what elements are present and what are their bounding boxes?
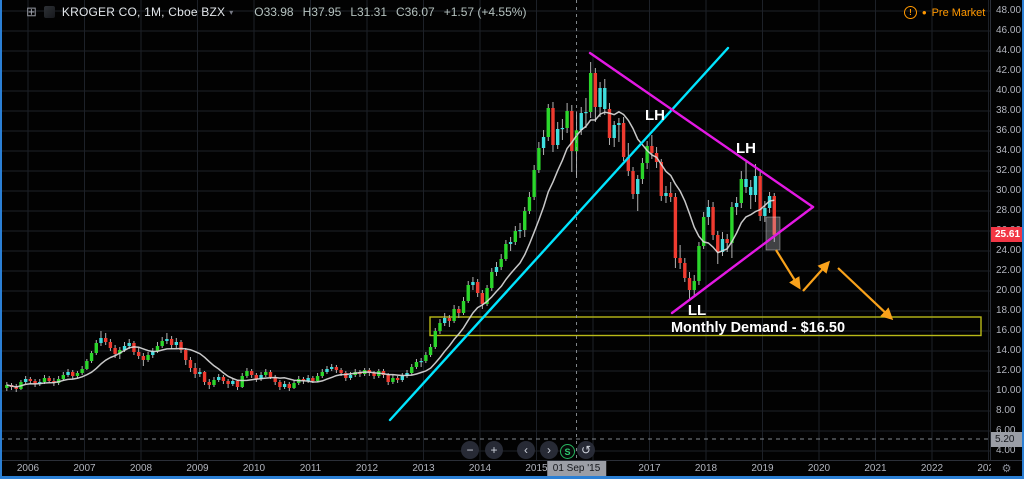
window-border-left <box>0 0 2 479</box>
trendline-3[interactable] <box>670 205 815 315</box>
demand-zone-label[interactable]: Monthly Demand - $16.50 <box>671 320 845 336</box>
price-axis-label: 44.00 <box>996 45 1022 56</box>
last-price-badge: 25.61 <box>991 227 1023 243</box>
time-axis-label: 2018 <box>694 463 718 474</box>
price-axis-label: 6.00 <box>996 425 1016 436</box>
window-border-right <box>1022 0 1024 479</box>
chart-header: ⊞ KROGER CO, 1M, Cboe BZX ▾ O33.98 H37.9… <box>26 5 526 19</box>
s-marker-button[interactable]: S <box>560 444 575 459</box>
swing-label[interactable]: LH <box>736 140 756 157</box>
time-axis-label: 2021 <box>864 463 887 474</box>
time-axis-label: 2017 <box>638 463 661 474</box>
crosshair-price-badge: 5.20 <box>991 431 1023 447</box>
price-axis-label: 24.00 <box>996 245 1022 256</box>
price-axis-label: 18.00 <box>996 305 1022 316</box>
zoom-in-button[interactable]: + <box>485 441 503 459</box>
selected-candle-highlight[interactable] <box>765 216 781 251</box>
time-axis-label: 2023 <box>977 463 991 474</box>
price-axis[interactable]: 25.61 5.20 48.00 46.00 44.00 42.00 40.00 38.0… <box>990 0 1023 460</box>
time-axis-label: 2008 <box>129 463 153 474</box>
zoom-out-button[interactable]: − <box>461 441 479 459</box>
time-axis-label: 2010 <box>242 463 266 474</box>
projection-arrow-3[interactable] <box>837 267 894 321</box>
price-axis-label: 20.00 <box>996 285 1022 296</box>
time-axis-label: 2013 <box>412 463 435 474</box>
ohlc-readout: O33.98 H37.95 L31.31 C36.07 +1.57 (+4.55… <box>254 5 526 19</box>
time-axis-label: 2012 <box>355 463 379 474</box>
price-axis-label: 30.00 <box>996 185 1022 196</box>
time-axis-label: 2020 <box>807 463 831 474</box>
swing-label[interactable]: LH <box>645 107 665 124</box>
add-panel-icon[interactable]: ⊞ <box>26 4 37 19</box>
close-value: C36.07 <box>396 5 435 19</box>
price-axis-label: 14.00 <box>996 345 1022 356</box>
symbol-title[interactable]: KROGER CO, 1M, Cboe BZX <box>61 5 226 19</box>
price-axis-label: 16.00 <box>996 325 1022 336</box>
time-axis-label: 2011 <box>299 463 322 474</box>
price-axis-label: 10.00 <box>996 385 1022 396</box>
scroll-right-button[interactable]: › <box>540 441 558 459</box>
time-axis-label: 2022 <box>920 463 944 474</box>
premarket-status: ! • Pre Market <box>904 6 985 19</box>
symbol-logo-icon <box>43 6 55 18</box>
price-axis-label: 12.00 <box>996 365 1022 376</box>
low-value: L31.31 <box>350 5 388 19</box>
price-axis-label: 28.00 <box>996 205 1022 216</box>
gear-icon[interactable]: ⚙ <box>1001 463 1012 475</box>
scroll-left-button[interactable]: ‹ <box>517 441 535 459</box>
price-axis-label: 36.00 <box>996 125 1022 136</box>
time-axis-label: 2007 <box>73 463 96 474</box>
swing-label[interactable]: LL <box>688 302 706 319</box>
axis-settings-corner[interactable]: ⚙ <box>991 460 1022 477</box>
trendline-2[interactable] <box>588 51 815 209</box>
alert-circle-icon: ! <box>904 6 917 19</box>
projection-arrow-1[interactable] <box>775 249 801 290</box>
price-axis-label: 4.00 <box>996 445 1016 456</box>
price-axis-label: 32.00 <box>996 165 1022 176</box>
time-axis-label: 2014 <box>468 463 492 474</box>
premarket-label: Pre Market <box>931 6 986 19</box>
projection-arrow-2[interactable] <box>802 260 831 292</box>
price-axis-label: 40.00 <box>996 85 1022 96</box>
window-border-bottom <box>0 476 1024 479</box>
crosshair-date-badge: 01 Sep '15 <box>546 461 607 477</box>
moving-average-line <box>6 111 775 388</box>
price-axis-label: 46.00 <box>996 25 1022 36</box>
grid-lines <box>0 0 990 460</box>
chevron-down-icon[interactable]: ▾ <box>229 7 234 17</box>
change-value: +1.57 (+4.55%) <box>443 5 527 19</box>
time-axis-label: 2006 <box>16 463 40 474</box>
time-axis[interactable]: 01 Sep '15 2006 2007 2008 2009 2010 2011 2012 2… <box>0 460 991 477</box>
price-axis-label: 38.00 <box>996 105 1022 116</box>
price-axis-label: 34.00 <box>996 145 1022 156</box>
price-axis-label: 22.00 <box>996 265 1022 276</box>
reset-view-button[interactable]: ↺ <box>577 441 595 459</box>
time-axis-label: 2015 <box>525 463 548 474</box>
time-axis-label: 2019 <box>751 463 774 474</box>
price-axis-label: 42.00 <box>996 65 1022 76</box>
high-value: H37.95 <box>302 5 342 19</box>
price-axis-label: 48.00 <box>996 5 1022 16</box>
time-axis-label: 2009 <box>186 463 209 474</box>
status-dot-icon: • <box>922 4 927 20</box>
demand-zone-rect[interactable] <box>429 316 982 337</box>
trendline-1[interactable] <box>388 46 730 422</box>
open-value: O33.98 <box>254 5 294 19</box>
price-axis-label: 8.00 <box>996 405 1016 416</box>
